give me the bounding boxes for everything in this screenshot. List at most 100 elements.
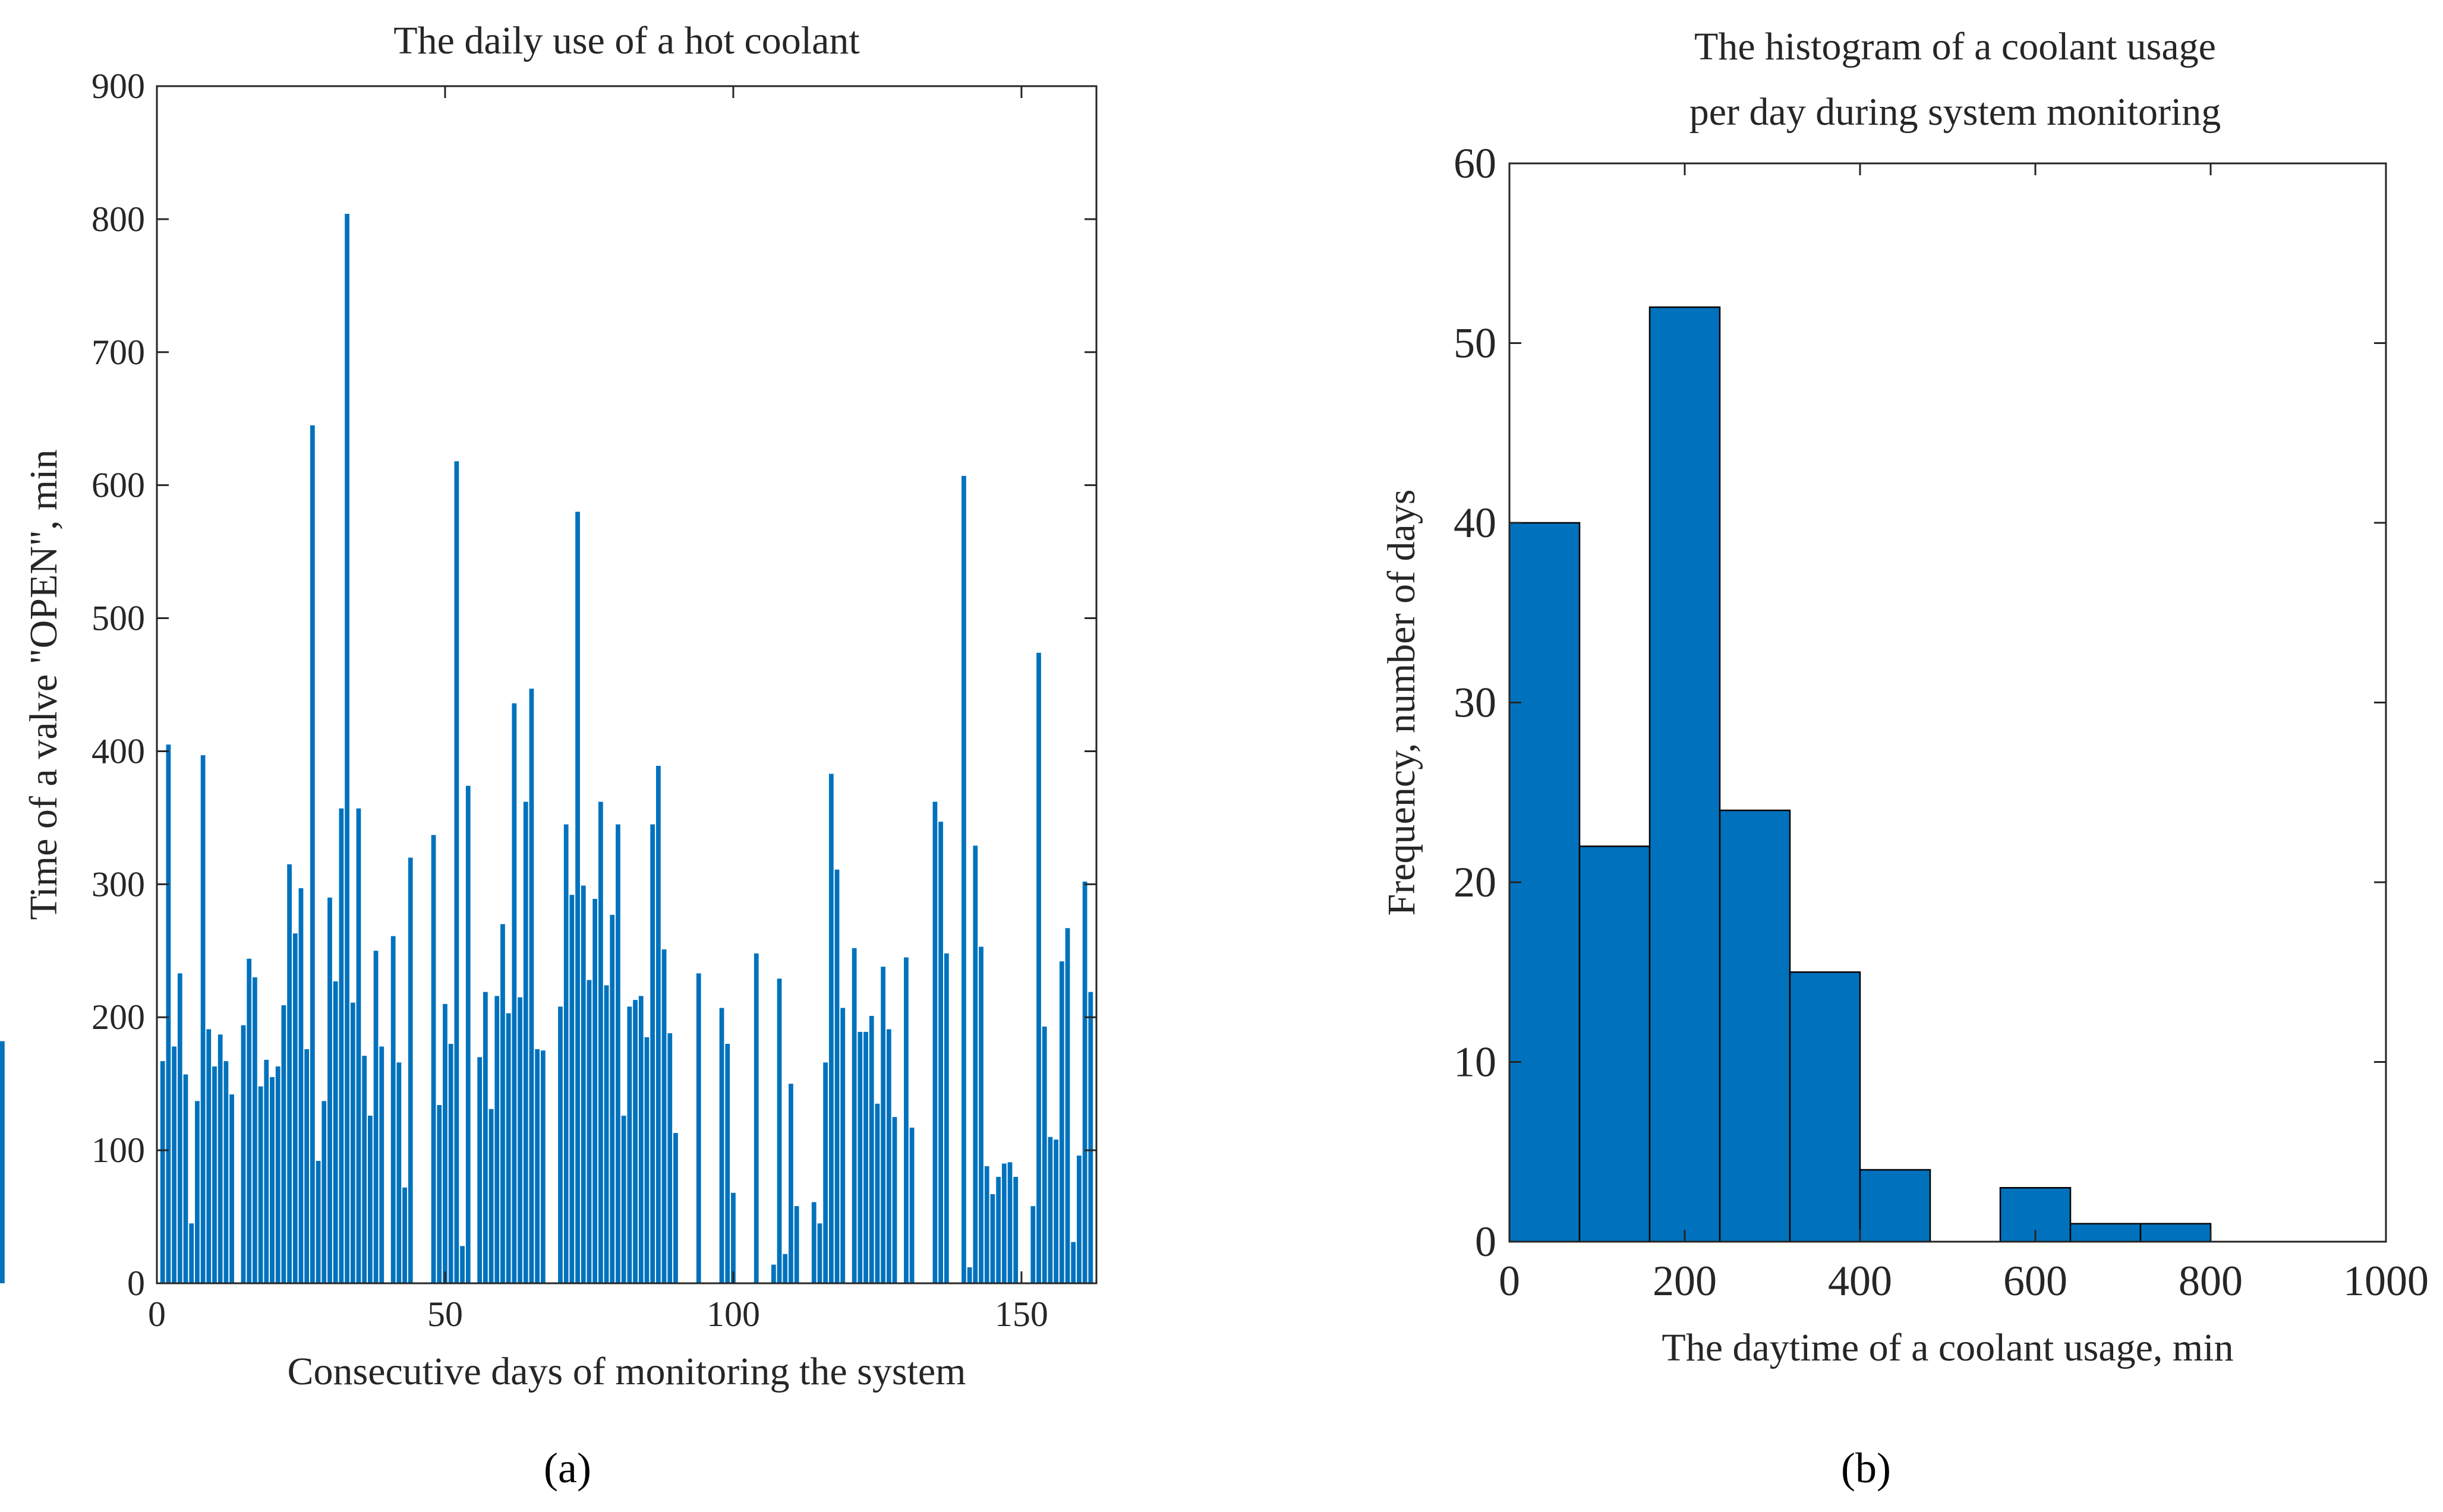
bar-a-day-122 bbox=[858, 1031, 863, 1283]
bar-a-day-110 bbox=[789, 1084, 793, 1283]
bar-a-day-153 bbox=[1036, 652, 1041, 1283]
bar-a-day-77 bbox=[598, 801, 603, 1283]
bar-a-day-73 bbox=[575, 512, 580, 1284]
panel-label-a: (a) bbox=[544, 1444, 591, 1492]
bar-a-day-52 bbox=[454, 461, 459, 1283]
histogram-bin-240-320 bbox=[1719, 809, 1791, 1243]
bar-a-day-60 bbox=[500, 924, 505, 1283]
bar-a-day-22 bbox=[281, 1005, 286, 1283]
bar-a-day-undefined bbox=[0, 1041, 5, 1283]
bar-a-day-137 bbox=[944, 953, 949, 1283]
bar-a-day-80 bbox=[616, 824, 620, 1283]
bar-a-day-141 bbox=[967, 1267, 972, 1283]
histogram-bin-400-480 bbox=[1859, 1169, 1931, 1243]
bar-a-day-158 bbox=[1065, 928, 1070, 1283]
bar-a-day-148 bbox=[1007, 1162, 1013, 1283]
bar-a-day-23 bbox=[287, 864, 292, 1283]
bar-a-day-74 bbox=[581, 885, 586, 1283]
bar-a-day-51 bbox=[448, 1044, 453, 1283]
b-ytick-label-0: 0 bbox=[1475, 1218, 1496, 1265]
histogram-bin-160-240 bbox=[1648, 306, 1721, 1243]
bar-a-day-100 bbox=[731, 1192, 736, 1283]
a-ytick-label-900: 900 bbox=[92, 67, 145, 106]
chart-b-histogram: The histogram of a coolant usage per day… bbox=[1380, 25, 2429, 1492]
b-xtick-label-0: 0 bbox=[1499, 1257, 1520, 1305]
bar-a-day-88 bbox=[661, 949, 667, 1283]
bar-a-day-61 bbox=[506, 1013, 511, 1283]
bar-a-day-159 bbox=[1071, 1242, 1076, 1283]
bar-a-day-86 bbox=[650, 824, 655, 1283]
bar-a-day-111 bbox=[794, 1206, 799, 1283]
chart-a-axes-box bbox=[156, 85, 1098, 1284]
bar-a-day-33 bbox=[345, 213, 349, 1284]
b-xtick-label-800: 800 bbox=[2179, 1257, 2243, 1305]
bar-a-day-140 bbox=[962, 475, 966, 1283]
bar-a-day-12 bbox=[223, 1061, 229, 1283]
bar-a-day-124 bbox=[869, 1015, 874, 1283]
bar-a-day-81 bbox=[621, 1115, 626, 1283]
bar-a-day-7 bbox=[195, 1101, 200, 1283]
a-ytick-label-100: 100 bbox=[92, 1131, 145, 1170]
bar-a-day-63 bbox=[518, 997, 522, 1283]
bar-a-day-127 bbox=[886, 1029, 891, 1283]
bar-a-day-136 bbox=[938, 822, 943, 1283]
bar-a-day-115 bbox=[817, 1223, 822, 1283]
b-xtick-label-200: 200 bbox=[1653, 1257, 1717, 1305]
bar-a-day-41 bbox=[390, 936, 396, 1283]
a-ytick-label-400: 400 bbox=[92, 731, 145, 771]
bar-a-day-90 bbox=[673, 1133, 678, 1283]
chart-a-title: The daily use of a hot coolant bbox=[393, 19, 859, 62]
b-ytick-label-40: 40 bbox=[1454, 499, 1496, 547]
bar-a-day-10 bbox=[212, 1066, 217, 1283]
bar-a-day-67 bbox=[540, 1050, 546, 1283]
bar-a-day-72 bbox=[569, 895, 575, 1283]
bar-a-day-35 bbox=[356, 808, 361, 1283]
bar-a-day-154 bbox=[1042, 1026, 1047, 1283]
bar-a-day-66 bbox=[535, 1049, 540, 1283]
bar-a-day-56 bbox=[477, 1057, 483, 1283]
bar-a-day-130 bbox=[904, 957, 909, 1283]
bar-a-day-155 bbox=[1048, 1137, 1053, 1283]
bar-a-day-108 bbox=[777, 978, 782, 1283]
bar-a-day-53 bbox=[460, 1246, 465, 1283]
b-xtick-label-1000: 1000 bbox=[2343, 1257, 2429, 1305]
bar-a-day-89 bbox=[667, 1033, 673, 1283]
bar-a-day-71 bbox=[563, 824, 569, 1283]
chart-a-ticks: 0 100 200 300 400 500 600 700 800 900 0 50 100 150 bbox=[92, 67, 1096, 1334]
bar-a-day-70 bbox=[558, 1006, 563, 1283]
a-xtick-label-150: 150 bbox=[995, 1295, 1048, 1334]
bar-a-day-142 bbox=[973, 845, 978, 1283]
bar-a-day-126 bbox=[881, 967, 885, 1283]
a-ytick-label-700: 700 bbox=[92, 333, 145, 372]
bar-a-day-109 bbox=[783, 1254, 788, 1283]
bar-a-day-99 bbox=[725, 1044, 730, 1283]
bar-a-day-42 bbox=[396, 1062, 402, 1283]
bar-a-day-87 bbox=[655, 766, 661, 1283]
b-xtick-label-600: 600 bbox=[2003, 1257, 2067, 1305]
chart-b-x-axis-label: The daytime of a coolant usage, min bbox=[1662, 1326, 2233, 1369]
bar-a-day-18 bbox=[258, 1086, 263, 1283]
histogram-bin-80-160 bbox=[1578, 845, 1651, 1243]
a-xtick-label-50: 50 bbox=[427, 1295, 463, 1334]
a-ytick-label-600: 600 bbox=[92, 466, 145, 505]
bar-a-day-13 bbox=[229, 1094, 234, 1283]
bar-a-day-84 bbox=[638, 996, 644, 1283]
bar-a-day-24 bbox=[292, 933, 298, 1283]
bar-a-day-82 bbox=[627, 1006, 632, 1283]
bar-a-day-49 bbox=[437, 1104, 442, 1283]
bar-a-day-121 bbox=[852, 948, 857, 1283]
bar-a-day-16 bbox=[247, 958, 252, 1283]
bar-a-day-37 bbox=[368, 1115, 373, 1283]
bar-a-day-62 bbox=[512, 703, 517, 1283]
histogram-bin-320-400 bbox=[1789, 971, 1861, 1243]
bar-a-day-135 bbox=[932, 801, 938, 1283]
histogram-bin-720-800 bbox=[2139, 1223, 2212, 1243]
bar-a-day-117 bbox=[828, 774, 834, 1283]
a-ytick-label-300: 300 bbox=[92, 864, 145, 904]
bar-a-day-30 bbox=[327, 897, 332, 1283]
bar-a-day-152 bbox=[1030, 1206, 1036, 1283]
chart-a-bars bbox=[0, 213, 1093, 1284]
bar-a-day-94 bbox=[696, 973, 701, 1283]
bar-a-day-162 bbox=[1088, 992, 1093, 1283]
bar-a-day-9 bbox=[206, 1029, 212, 1283]
